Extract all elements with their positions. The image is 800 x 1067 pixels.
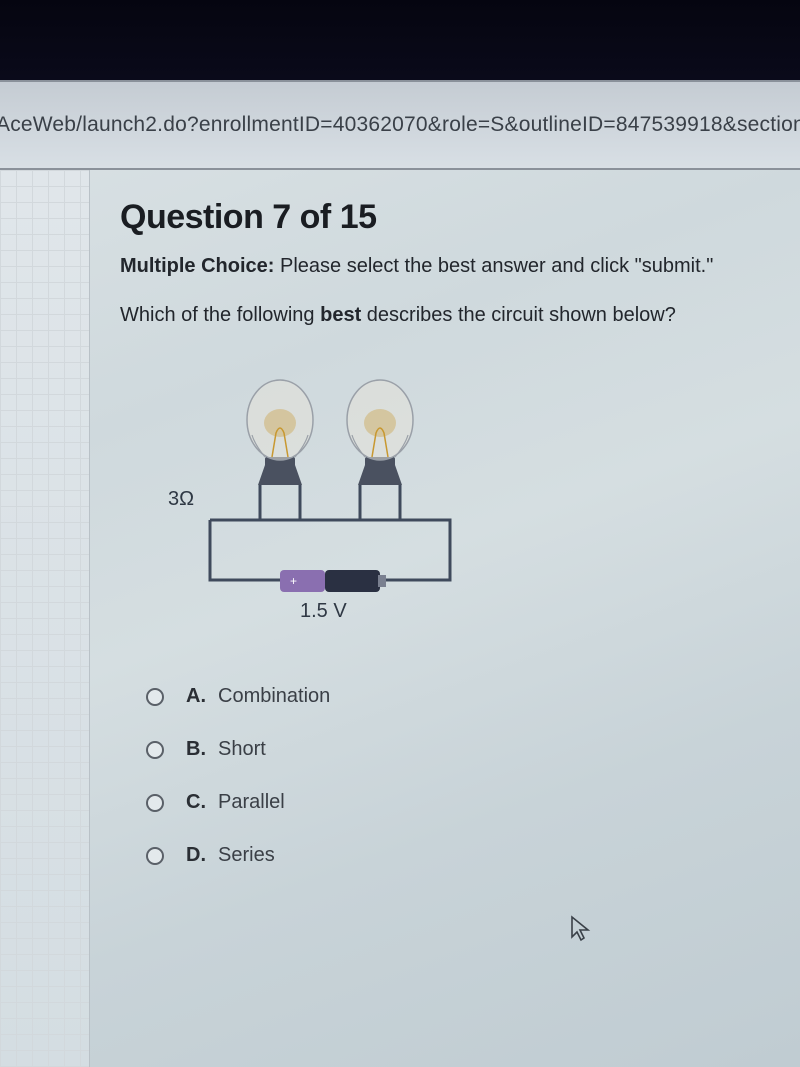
title-prefix: Question <box>120 198 272 236</box>
option-text: Short <box>218 738 266 761</box>
circuit-svg: + 3Ω 1.5 V <box>150 365 480 635</box>
option-text: Combination <box>218 685 330 708</box>
title-mid: of <box>291 198 340 236</box>
question-total: 15 <box>340 198 377 236</box>
option-d[interactable]: D. Series <box>146 844 780 867</box>
option-c[interactable]: C. Parallel <box>146 791 780 814</box>
url-text: AceWeb/launch2.do?enrollmentID=40362070&… <box>0 113 800 137</box>
radio-icon[interactable] <box>146 741 164 759</box>
option-letter: D. <box>186 844 218 867</box>
question-title: Question 7 of 15 <box>120 198 780 237</box>
radio-icon[interactable] <box>146 794 164 812</box>
mouse-cursor-icon <box>570 915 594 943</box>
option-letter: A. <box>186 685 218 708</box>
radio-icon[interactable] <box>146 688 164 706</box>
option-letter: B. <box>186 738 218 761</box>
option-text: Parallel <box>218 791 285 814</box>
question-prompt: Which of the following best describes th… <box>120 304 780 327</box>
browser-address-bar[interactable]: AceWeb/launch2.do?enrollmentID=40362070&… <box>0 80 800 170</box>
question-panel: Question 7 of 15 Multiple Choice: Please… <box>90 170 800 1067</box>
instruction-line: Multiple Choice: Please select the best … <box>120 255 780 278</box>
prompt-after: describes the circuit shown below? <box>361 304 676 326</box>
question-type-label: Multiple Choice: <box>120 255 274 277</box>
option-b[interactable]: B. Short <box>146 738 780 761</box>
svg-text:+: + <box>290 574 297 588</box>
option-a[interactable]: A. Combination <box>146 685 780 708</box>
voltage-label: 1.5 V <box>300 600 347 622</box>
radio-icon[interactable] <box>146 847 164 865</box>
prompt-bold: best <box>320 304 361 326</box>
prompt-before: Which of the following <box>120 304 320 326</box>
window-top-black-bar <box>0 0 800 80</box>
resistance-label: 3Ω <box>168 488 194 510</box>
answer-options: A. Combination B. Short C. Parallel D. S… <box>146 685 780 867</box>
page-content: Question 7 of 15 Multiple Choice: Please… <box>0 170 800 1067</box>
circuit-diagram: + 3Ω 1.5 V <box>150 365 480 635</box>
option-text: Series <box>218 844 275 867</box>
option-letter: C. <box>186 791 218 814</box>
notebook-margin <box>0 170 90 1067</box>
instruction-text: Please select the best answer and click … <box>274 255 713 277</box>
question-number: 7 <box>272 198 290 236</box>
